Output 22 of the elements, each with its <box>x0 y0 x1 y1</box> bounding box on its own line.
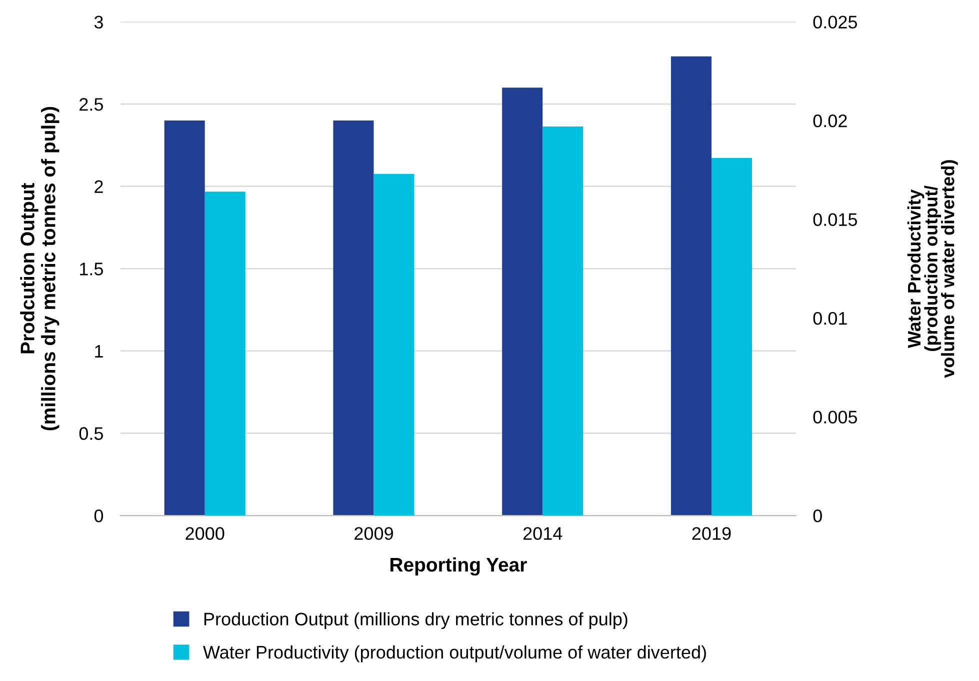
x-tick-label: 2014 <box>523 527 562 540</box>
x-tick-label: 2019 <box>692 527 731 540</box>
y-tick-label: 3 <box>94 16 103 29</box>
y-tick-label: 1.5 <box>80 262 103 276</box>
y-tick-label: 2 <box>94 180 103 193</box>
y2-tick-label: 0.015 <box>813 213 858 226</box>
y-tick-label: 2.5 <box>80 98 103 111</box>
y-axis-title: Prodcution Output (millions dry metric tonnes of pulp) <box>20 107 60 430</box>
y2-axis-title: Water Productivity (production output/ volume of water diverted) <box>907 160 958 378</box>
y2-tick-label: 0.025 <box>813 16 858 29</box>
legend-label: Water Productivity (production output/volume of water diverted) <box>203 645 706 662</box>
x-tick-label: 2009 <box>354 527 393 540</box>
legend-label: Production Output (millions dry metric tonnes of pulp) <box>204 612 628 630</box>
y-tick-label: 0 <box>94 509 104 522</box>
y2-tick-label: 0 <box>813 509 822 522</box>
y-tick-label: 0.5 <box>79 427 103 440</box>
y2-tick-label: 0.005 <box>813 410 858 424</box>
y2-tick-label: 0.02 <box>813 114 847 128</box>
x-tick-label: 2000 <box>186 527 224 540</box>
y-tick-label: 1 <box>95 345 103 358</box>
x-axis-title: Reporting Year <box>390 557 527 576</box>
y2-tick-label: 0.01 <box>813 312 847 325</box>
